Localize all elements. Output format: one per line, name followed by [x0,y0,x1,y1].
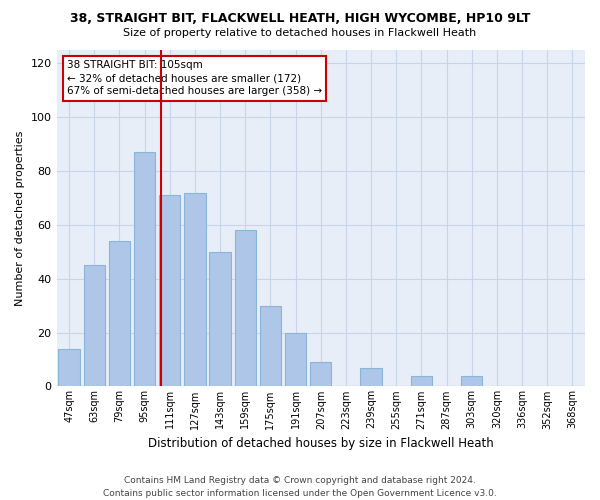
Bar [184,192,206,386]
Y-axis label: Number of detached properties: Number of detached properties [15,130,25,306]
Bar [109,241,130,386]
Bar [260,306,281,386]
Text: Size of property relative to detached houses in Flackwell Heath: Size of property relative to detached ho… [124,28,476,38]
Text: Contains HM Land Registry data © Crown copyright and database right 2024.
Contai: Contains HM Land Registry data © Crown c… [103,476,497,498]
Text: 38, STRAIGHT BIT, FLACKWELL HEATH, HIGH WYCOMBE, HP10 9LT: 38, STRAIGHT BIT, FLACKWELL HEATH, HIGH … [70,12,530,26]
Bar [310,362,331,386]
Bar [209,252,231,386]
Text: 38 STRAIGHT BIT: 105sqm
← 32% of detached houses are smaller (172)
67% of semi-d: 38 STRAIGHT BIT: 105sqm ← 32% of detache… [67,60,322,96]
Bar [134,152,155,386]
X-axis label: Distribution of detached houses by size in Flackwell Heath: Distribution of detached houses by size … [148,437,494,450]
Bar [411,376,432,386]
Bar [83,266,105,386]
Bar [159,196,181,386]
Bar [235,230,256,386]
Bar [361,368,382,386]
Bar [58,348,80,387]
Bar [285,332,307,386]
Bar [461,376,482,386]
